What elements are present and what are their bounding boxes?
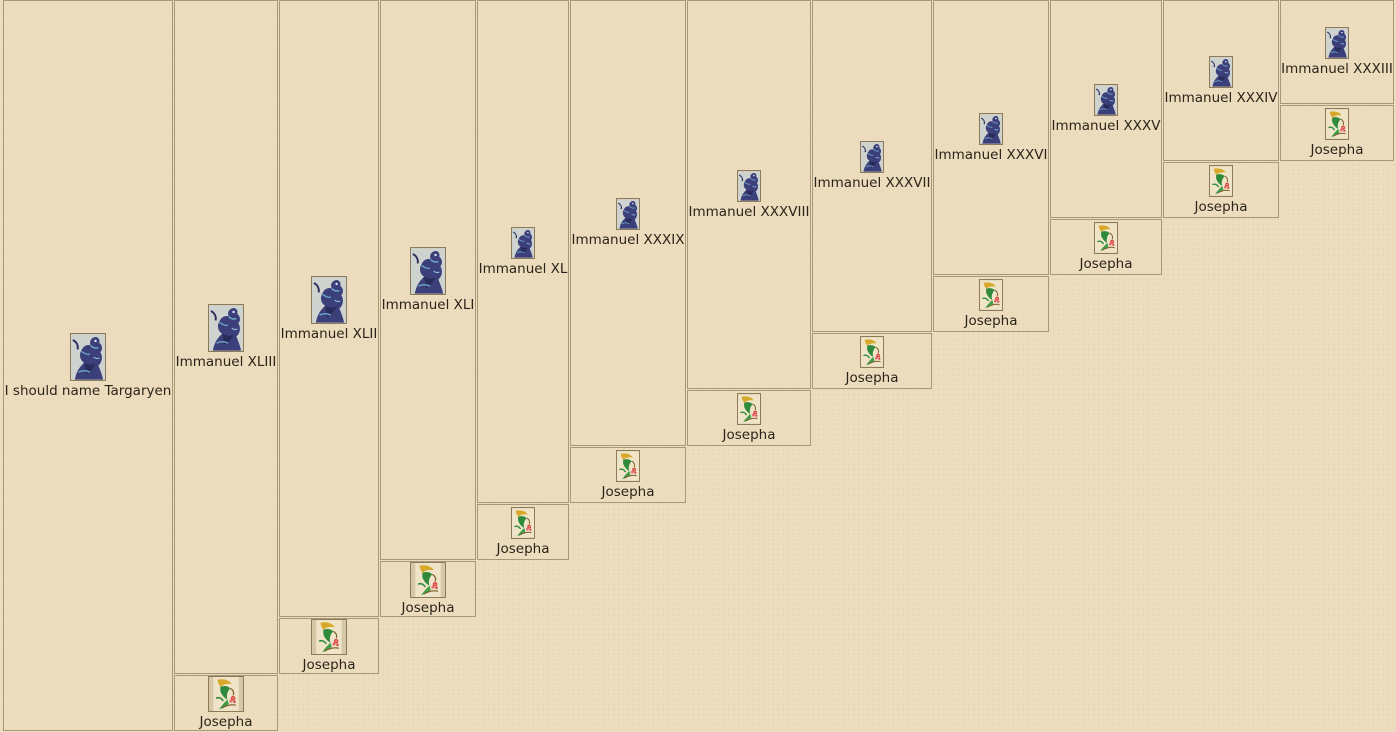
dragon-card-sire-gen-8[interactable]: Immanuel XXXVI xyxy=(933,0,1049,275)
green-dragon-icon xyxy=(616,450,640,482)
green-dragon-icon xyxy=(860,336,884,368)
dragon-card-dam-gen-9[interactable]: Josepha xyxy=(1050,219,1162,275)
dragon-name-label: Josepha xyxy=(845,370,899,386)
blue-dragon-icon xyxy=(70,332,106,381)
green-dragon-icon xyxy=(1209,165,1233,197)
dragon-card-dam-gen-6[interactable]: Josepha xyxy=(687,390,811,446)
dragon-card-sire-gen-4[interactable]: Immanuel XL xyxy=(477,0,569,503)
dragon-name-label: Josepha xyxy=(302,657,356,673)
dragon-name-label: Josepha xyxy=(199,714,253,730)
green-dragon-icon xyxy=(1325,108,1349,140)
dragon-name-label: Immanuel XL xyxy=(478,260,568,277)
dragon-name-label: Josepha xyxy=(1310,142,1364,158)
dragon-name-label: Josepha xyxy=(601,484,655,500)
dragon-name-label: I should name Targaryen xyxy=(4,382,172,399)
dragon-name-label: Josepha xyxy=(1194,199,1248,215)
dragon-name-label: Immanuel XXXVIII xyxy=(688,203,810,220)
blue-dragon-icon xyxy=(616,198,640,230)
green-dragon-icon xyxy=(410,562,446,598)
dragon-card-dam-gen-3[interactable]: Josepha xyxy=(380,561,476,617)
dragon-name-label: Immanuel XXXVII xyxy=(813,175,931,191)
dragon-card-sire-gen-2[interactable]: Immanuel XLII xyxy=(279,0,379,617)
blue-dragon-icon xyxy=(737,169,761,202)
dragon-card-dam-gen-2[interactable]: Josepha xyxy=(279,618,379,674)
dragon-name-label: Immanuel XLIII xyxy=(175,354,277,370)
dragon-card-root[interactable]: I should name Targaryen xyxy=(3,0,173,731)
dragon-name-label: Josepha xyxy=(1079,256,1133,272)
dragon-name-label: Immanuel XLII xyxy=(280,325,378,342)
blue-dragon-icon xyxy=(410,247,446,295)
dragon-card-dam-gen-11[interactable]: Josepha xyxy=(1280,105,1394,161)
blue-dragon-icon xyxy=(860,141,884,173)
dragon-card-dam-gen-8[interactable]: Josepha xyxy=(933,276,1049,332)
dragon-name-label: Immanuel XLI xyxy=(381,297,475,313)
dragon-card-sire-gen-6[interactable]: Immanuel XXXVIII xyxy=(687,0,811,389)
green-dragon-icon xyxy=(979,279,1003,311)
dragon-card-sire-gen-7[interactable]: Immanuel XXXVII xyxy=(812,0,932,332)
blue-dragon-icon xyxy=(311,275,347,324)
dragon-card-sire-gen-5[interactable]: Immanuel XXXIX xyxy=(570,0,686,446)
blue-dragon-icon xyxy=(1094,84,1118,116)
dragon-name-label: Josepha xyxy=(722,427,776,443)
dragon-card-sire-gen-10[interactable]: Immanuel XXXIV xyxy=(1163,0,1279,161)
blue-dragon-icon xyxy=(979,112,1003,145)
green-dragon-icon xyxy=(1094,222,1118,254)
green-dragon-icon xyxy=(737,393,761,425)
dragon-card-dam-gen-4[interactable]: Josepha xyxy=(477,504,569,560)
dragon-name-label: Immanuel XXXV xyxy=(1051,118,1161,134)
blue-dragon-icon xyxy=(1325,27,1349,59)
dragon-card-dam-gen-7[interactable]: Josepha xyxy=(812,333,932,389)
dragon-name-label: Immanuel XXXIII xyxy=(1281,61,1393,77)
dragon-name-label: Immanuel XXXVI xyxy=(934,146,1048,163)
green-dragon-icon xyxy=(208,676,244,712)
dragon-card-dam-gen-5[interactable]: Josepha xyxy=(570,447,686,503)
green-dragon-icon xyxy=(311,619,347,655)
blue-dragon-icon xyxy=(1209,55,1233,88)
dragon-card-sire-gen-3[interactable]: Immanuel XLI xyxy=(380,0,476,560)
blue-dragon-icon xyxy=(208,304,244,352)
blue-dragon-icon xyxy=(511,226,535,259)
dragon-card-dam-gen-1[interactable]: Josepha xyxy=(174,675,278,731)
dragon-name-label: Immanuel XXXIX xyxy=(571,232,685,248)
dragon-name-label: Josepha xyxy=(964,313,1018,329)
dragon-card-dam-gen-10[interactable]: Josepha xyxy=(1163,162,1279,218)
dragon-card-sire-gen-1[interactable]: Immanuel XLIII xyxy=(174,0,278,674)
dragon-name-label: Josepha xyxy=(401,600,455,616)
dragon-name-label: Josepha xyxy=(496,541,550,557)
green-dragon-icon xyxy=(511,507,535,539)
dragon-card-sire-gen-9[interactable]: Immanuel XXXV xyxy=(1050,0,1162,218)
dragon-name-label: Immanuel XXXIV xyxy=(1164,89,1278,106)
dragon-card-sire-gen-11[interactable]: Immanuel XXXIII xyxy=(1280,0,1394,104)
